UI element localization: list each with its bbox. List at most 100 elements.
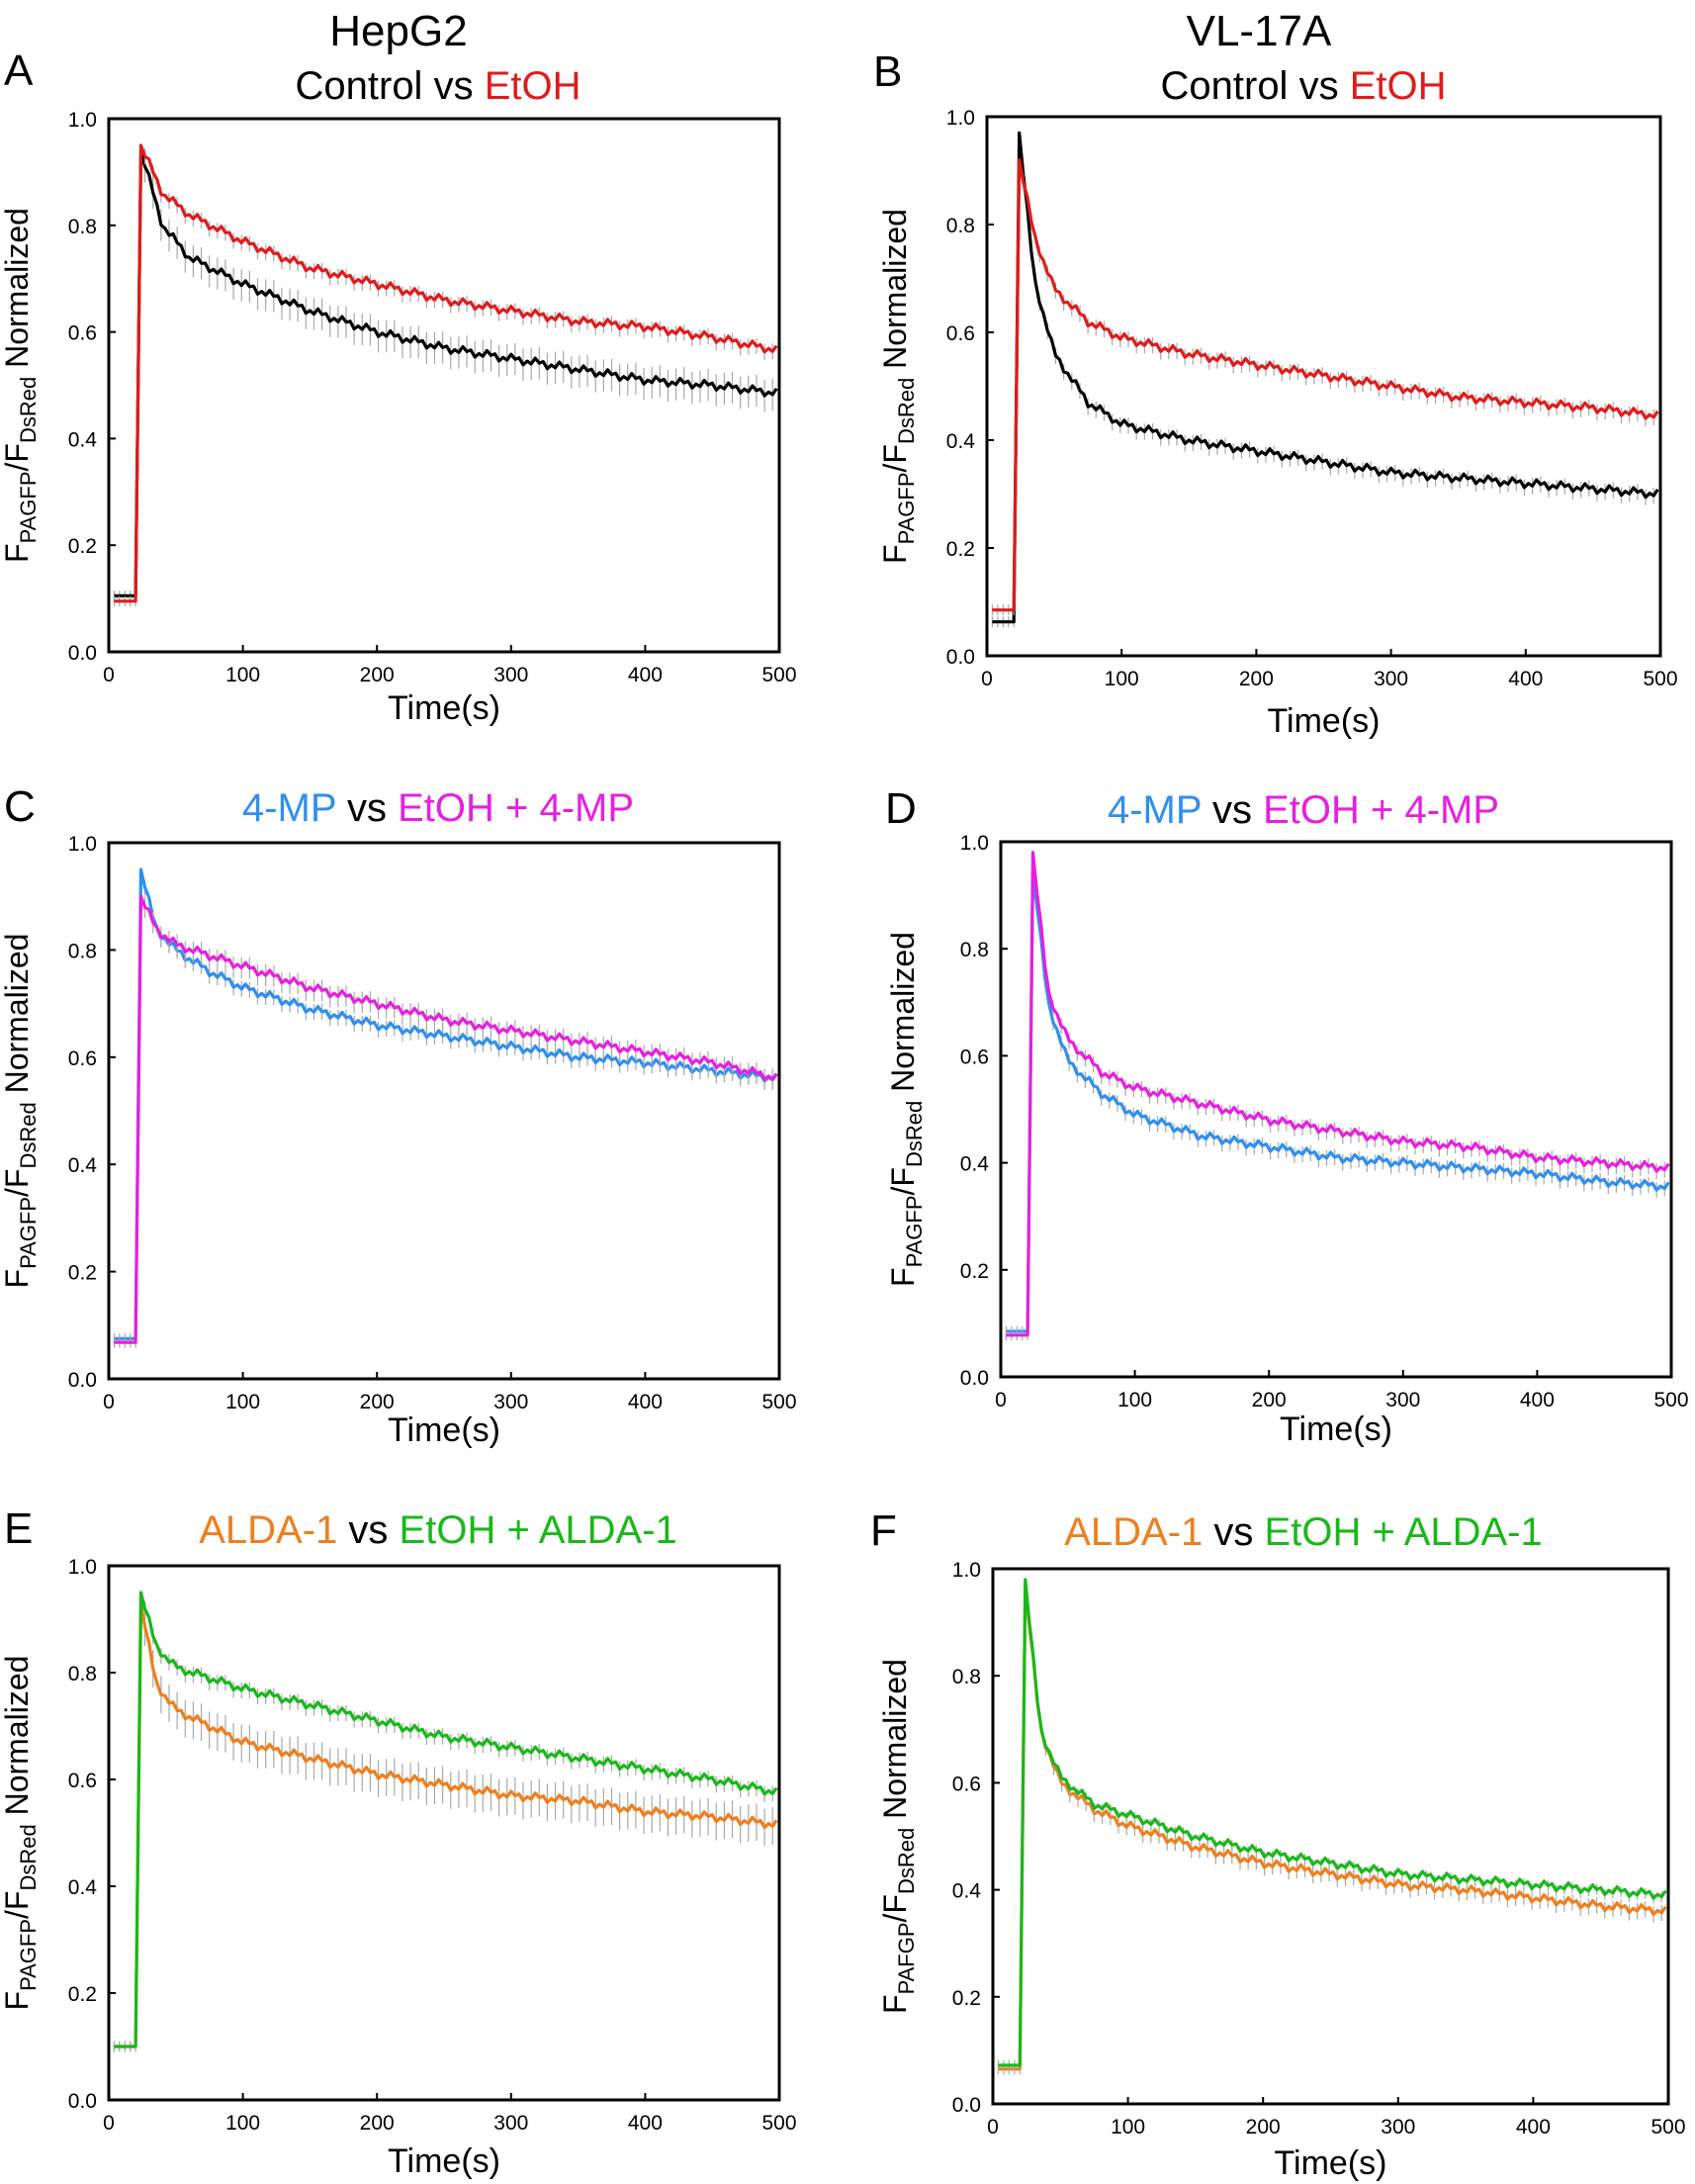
panel-title-part: vs [422,64,484,108]
x-tick-label: 100 [225,2112,260,2135]
y-tick-label: 0.4 [960,1153,990,1176]
x-axis-label: Time(s) [1268,702,1381,740]
x-tick-label: 0 [995,1389,1007,1411]
x-tick-label: 500 [1643,668,1677,690]
panel-title: ALDA-1 vs EtOH + ALDA-1 [199,1508,677,1552]
panel-title: Control vs EtOH [1161,64,1447,108]
panel-e: E ALDA-1 vs EtOH + ALDA-1 0 100 200 300 400 500… [0,1504,797,2180]
x-axis: 0 100 200 300 400 500 [995,1370,1689,1411]
y-tick-label: 0.0 [960,1367,989,1390]
plot-frame [107,841,781,1381]
y-axis: 0.0 0.2 0.4 0.6 0.8 1.0 [68,833,116,1392]
y-tick-label: 0.6 [960,1046,989,1068]
y-label-text: F [0,543,35,563]
plot-frame [107,1564,781,2102]
series-line [114,1601,778,2048]
x-tick-label: 400 [628,1391,663,1413]
series-line [998,1583,1667,2071]
panel-f: F ALDA-1 vs EtOH + ALDA-1 0 100 200 300 400 500… [870,1506,1686,2182]
y-tick-label: 0.0 [68,1369,97,1392]
y-tick-label: 0.2 [960,1260,989,1283]
error-bars [1005,898,1665,1337]
series-control [113,148,778,601]
plot-frame [985,115,1662,658]
series-line [1006,866,1670,1333]
plot-frame [999,840,1673,1379]
y-tick-label: 1.0 [68,109,97,132]
x-tick-label: 100 [225,1391,260,1413]
error-bars [113,1600,773,2052]
y-tick-label: 0.2 [68,1983,97,2006]
error-bars [991,166,1654,628]
plot-frame [991,1567,1670,2106]
x-axis-label: Time(s) [388,1411,500,1449]
y-label-text: Normalized [0,934,35,1103]
x-tick-label: 300 [493,1391,528,1413]
series-alda-1 [113,1601,778,2052]
panel-title-part: vs [336,786,398,830]
x-tick-label: 500 [1650,2116,1685,2138]
y-axis-label: FPAGFP/FDsRed Normalized [885,932,927,1287]
x-tick-label: 400 [628,2112,663,2135]
x-tick-label: 300 [493,2112,528,2135]
panel-title: ALDA-1 vs EtOH + ALDA-1 [1064,1510,1543,1554]
x-axis-label: Time(s) [1275,2144,1387,2182]
y-axis-label: FPAGFP/FDsRed Normalized [0,934,41,1289]
panel-letter: E [4,1504,33,1553]
x-tick-label: 0 [981,668,993,690]
y-axis: 0.0 0.2 0.4 0.6 0.8 1.0 [960,832,1008,1390]
y-tick-label: 0.4 [68,428,98,451]
x-axis-label: Time(s) [1280,1410,1392,1448]
series-line [1006,851,1670,1337]
y-tick-label: 0.4 [952,1880,982,1903]
x-tick-label: 0 [987,2116,999,2138]
y-tick-label: 0.4 [68,1154,98,1177]
series-line [114,867,778,1340]
x-tick-label: 500 [761,2112,796,2135]
x-tick-label: 100 [1117,1389,1152,1411]
y-tick-label: 0.6 [946,322,975,345]
y-tick-label: 1.0 [946,107,975,130]
x-tick-label: 200 [1252,1389,1287,1411]
y-tick-label: 0.0 [68,642,97,665]
series-etoh [113,143,778,607]
y-tick-label: 0.8 [68,1663,97,1685]
y-label-text: F [885,1267,921,1287]
y-label-subscript: DsRed [902,1101,927,1167]
panel-title-part: EtOH + 4-MP [1263,788,1499,832]
series-etoh-alda-1 [113,1591,778,2052]
x-tick-label: 400 [1508,668,1543,690]
x-tick-label: 0 [103,664,115,686]
series-line [114,148,778,597]
x-tick-label: 100 [1105,668,1139,690]
series-line [114,894,778,1344]
panel-title-part: EtOH + 4-MP [398,786,634,830]
y-tick-label: 1.0 [952,1559,981,1582]
error-bars [113,879,773,1344]
series-etoh-4-mp [113,894,778,1348]
y-label-text: Normalized [0,1656,35,1825]
panel-title-part: EtOH + ALDA-1 [1265,1510,1543,1554]
x-tick-label: 400 [1520,1389,1555,1411]
y-tick-label: 0.8 [946,215,975,237]
y-label-subscript: PAGFP [894,472,919,544]
x-tick-label: 100 [1111,2116,1145,2138]
y-label-subscript: DsRed [894,378,919,444]
y-tick-label: 0.6 [68,322,97,345]
panel-title-part: EtOH [1350,64,1447,108]
x-tick-label: 400 [628,664,663,686]
x-tick-label: 100 [225,664,260,686]
x-axis: 0 100 200 300 400 500 [981,649,1678,690]
y-tick-label: 0.2 [68,535,97,558]
panel-title: Control vs EtOH [296,64,581,108]
y-tick-label: 0.0 [946,646,975,669]
x-tick-label: 0 [103,2112,115,2135]
error-bars [113,896,773,1348]
series-line [992,158,1659,612]
column-header-vl17a: VL-17A [1187,7,1332,55]
panel-letter: A [4,46,34,95]
error-bars [991,174,1654,616]
y-label-text: Normalized [877,209,913,378]
x-tick-label: 500 [1653,1389,1688,1411]
